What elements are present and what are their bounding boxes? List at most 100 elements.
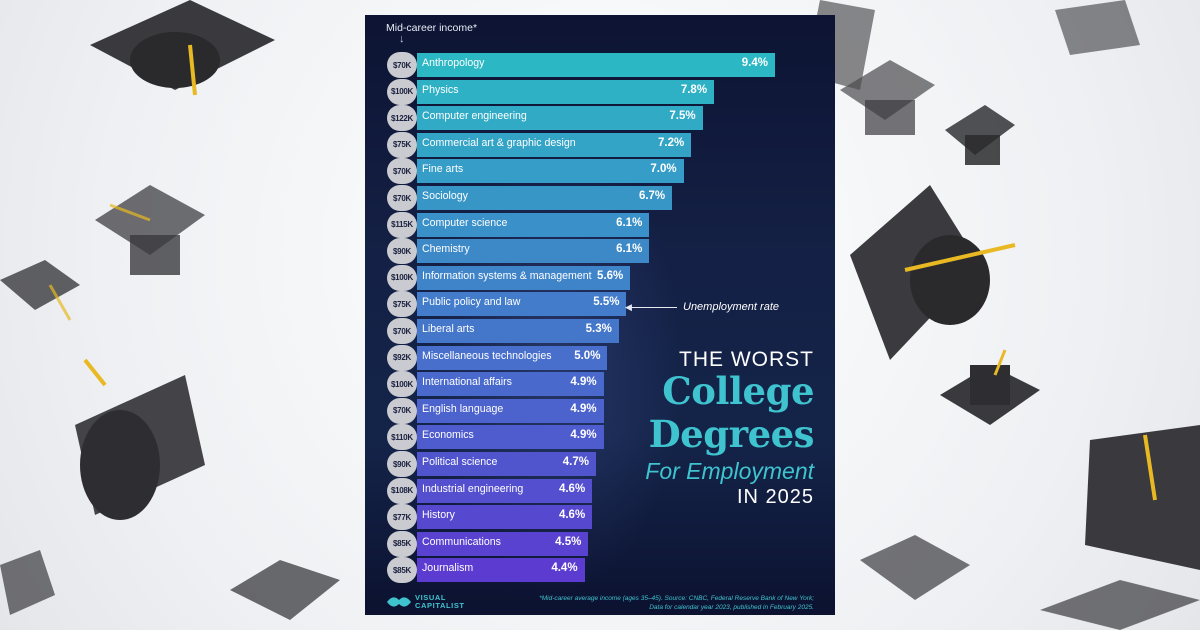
graduation-cap-icon xyxy=(75,358,205,520)
value-label: 9.4% xyxy=(741,57,768,69)
graduation-cap-icon xyxy=(95,185,205,275)
footnote: *Mid-career average income (ages 35–45).… xyxy=(539,595,814,611)
category-label: Commercial art & graphic design xyxy=(422,136,576,149)
value-label: 5.6% xyxy=(597,269,624,282)
income-badge: $108K xyxy=(387,477,417,504)
category-label: Industrial engineering xyxy=(422,482,524,495)
bar xyxy=(417,79,715,104)
bar xyxy=(417,292,627,317)
title-line-4: For Employment xyxy=(645,458,814,484)
bar xyxy=(417,345,608,370)
category-label: Liberal arts xyxy=(422,323,475,335)
bar xyxy=(417,505,593,530)
value-label: 5.0% xyxy=(574,349,601,362)
category-label: Communications xyxy=(422,535,501,548)
income-badge: $70K xyxy=(387,158,417,185)
category-label: Economics xyxy=(422,429,474,442)
graduation-cap-icon xyxy=(1055,0,1140,55)
bar xyxy=(417,106,703,131)
graduation-cap-icon xyxy=(840,60,935,135)
category-label: Computer science xyxy=(422,216,508,229)
income-badge: $92K xyxy=(387,344,417,371)
category-label: Information systems & management xyxy=(422,269,592,282)
income-badge: $70K xyxy=(387,318,417,344)
value-label: 5.3% xyxy=(585,323,612,335)
visual-capitalist-logo-icon xyxy=(387,597,411,607)
bar xyxy=(417,558,585,583)
income-badge: $85K xyxy=(387,530,417,557)
category-label: Political science xyxy=(422,456,498,468)
bar xyxy=(417,452,596,476)
category-label: Physics xyxy=(422,83,459,96)
title-line-5: IN 2025 xyxy=(736,486,814,508)
value-label: 4.7% xyxy=(562,456,589,468)
graduation-cap-icon xyxy=(860,535,970,600)
category-label: Computer engineering xyxy=(422,110,527,123)
bar xyxy=(417,53,775,77)
income-badge: $100K xyxy=(387,371,417,398)
category-label: Sociology xyxy=(422,190,468,202)
category-label: Miscellaneous technologies xyxy=(422,349,552,362)
category-label: Journalism xyxy=(422,562,474,575)
category-label: History xyxy=(422,509,455,522)
value-label: 6.1% xyxy=(616,243,643,256)
income-badge: $100K xyxy=(387,78,417,105)
value-label: 4.5% xyxy=(555,535,582,548)
graduation-cap-icon xyxy=(945,105,1015,165)
annotation-text: Unemployment rate xyxy=(683,301,779,313)
title-line-3: Degrees xyxy=(648,412,815,456)
graduation-cap-icon xyxy=(850,185,1016,360)
category-label: Fine arts xyxy=(422,163,464,176)
bar xyxy=(417,239,650,264)
category-label: Public policy and law xyxy=(422,296,521,309)
bar xyxy=(417,132,692,157)
category-label: English language xyxy=(422,402,504,415)
category-label: Anthropology xyxy=(422,57,485,69)
income-badge: $70K xyxy=(387,397,417,424)
value-label: 7.8% xyxy=(680,83,708,96)
income-badge: $85K xyxy=(387,557,417,584)
annotation-line xyxy=(631,307,677,308)
title-line-1: THE WORST xyxy=(679,348,814,371)
bar xyxy=(417,398,604,423)
value-label: 6.1% xyxy=(616,216,643,229)
value-label: 6.7% xyxy=(638,190,666,202)
value-label: 7.5% xyxy=(669,110,696,123)
graduation-cap-icon xyxy=(1085,425,1200,570)
income-column-title: Mid-career income* xyxy=(386,22,478,34)
logo-text-line-1: VISUAL xyxy=(415,593,447,602)
visual-capitalist-logo: VISUAL CAPITALIST xyxy=(387,592,497,612)
graduation-cap-icon xyxy=(1040,580,1200,630)
left-arrow-icon: ◀ xyxy=(625,302,632,312)
bar xyxy=(417,425,604,450)
value-label: 4.9% xyxy=(570,402,597,415)
graduation-cap-icon xyxy=(0,260,80,321)
bar xyxy=(417,478,593,503)
value-label: 5.5% xyxy=(593,296,620,309)
income-badge: $75K xyxy=(387,291,417,318)
value-label: 7.0% xyxy=(650,163,677,176)
graduation-cap-icon xyxy=(90,0,275,96)
category-label: Chemistry xyxy=(422,243,470,256)
income-badge: $110K xyxy=(387,424,417,451)
income-badge: $122K xyxy=(387,105,417,132)
bar xyxy=(417,531,589,556)
value-label: 7.2% xyxy=(657,136,685,149)
value-label: 4.6% xyxy=(558,509,586,522)
income-badge: $115K xyxy=(387,211,417,238)
bar xyxy=(417,265,631,290)
category-label: International affairs xyxy=(422,376,512,389)
income-badge: $90K xyxy=(387,451,417,477)
logo-text-line-2: CAPITALIST xyxy=(415,601,465,610)
income-badge: $70K xyxy=(387,52,417,78)
graduation-cap-icon xyxy=(230,560,340,620)
income-badge: $90K xyxy=(387,238,417,265)
value-label: 4.6% xyxy=(558,482,586,495)
down-arrow-icon: ↓ xyxy=(399,33,405,45)
infographic-card: Mid-career income* ↓ $70K Anthropology 9.4… xyxy=(365,15,835,615)
bar xyxy=(417,319,619,343)
bar xyxy=(417,372,604,397)
income-badge: $77K xyxy=(387,504,417,531)
value-label: 4.9% xyxy=(570,429,597,442)
unemployment-annotation: ◀ Unemployment rate xyxy=(625,301,795,315)
